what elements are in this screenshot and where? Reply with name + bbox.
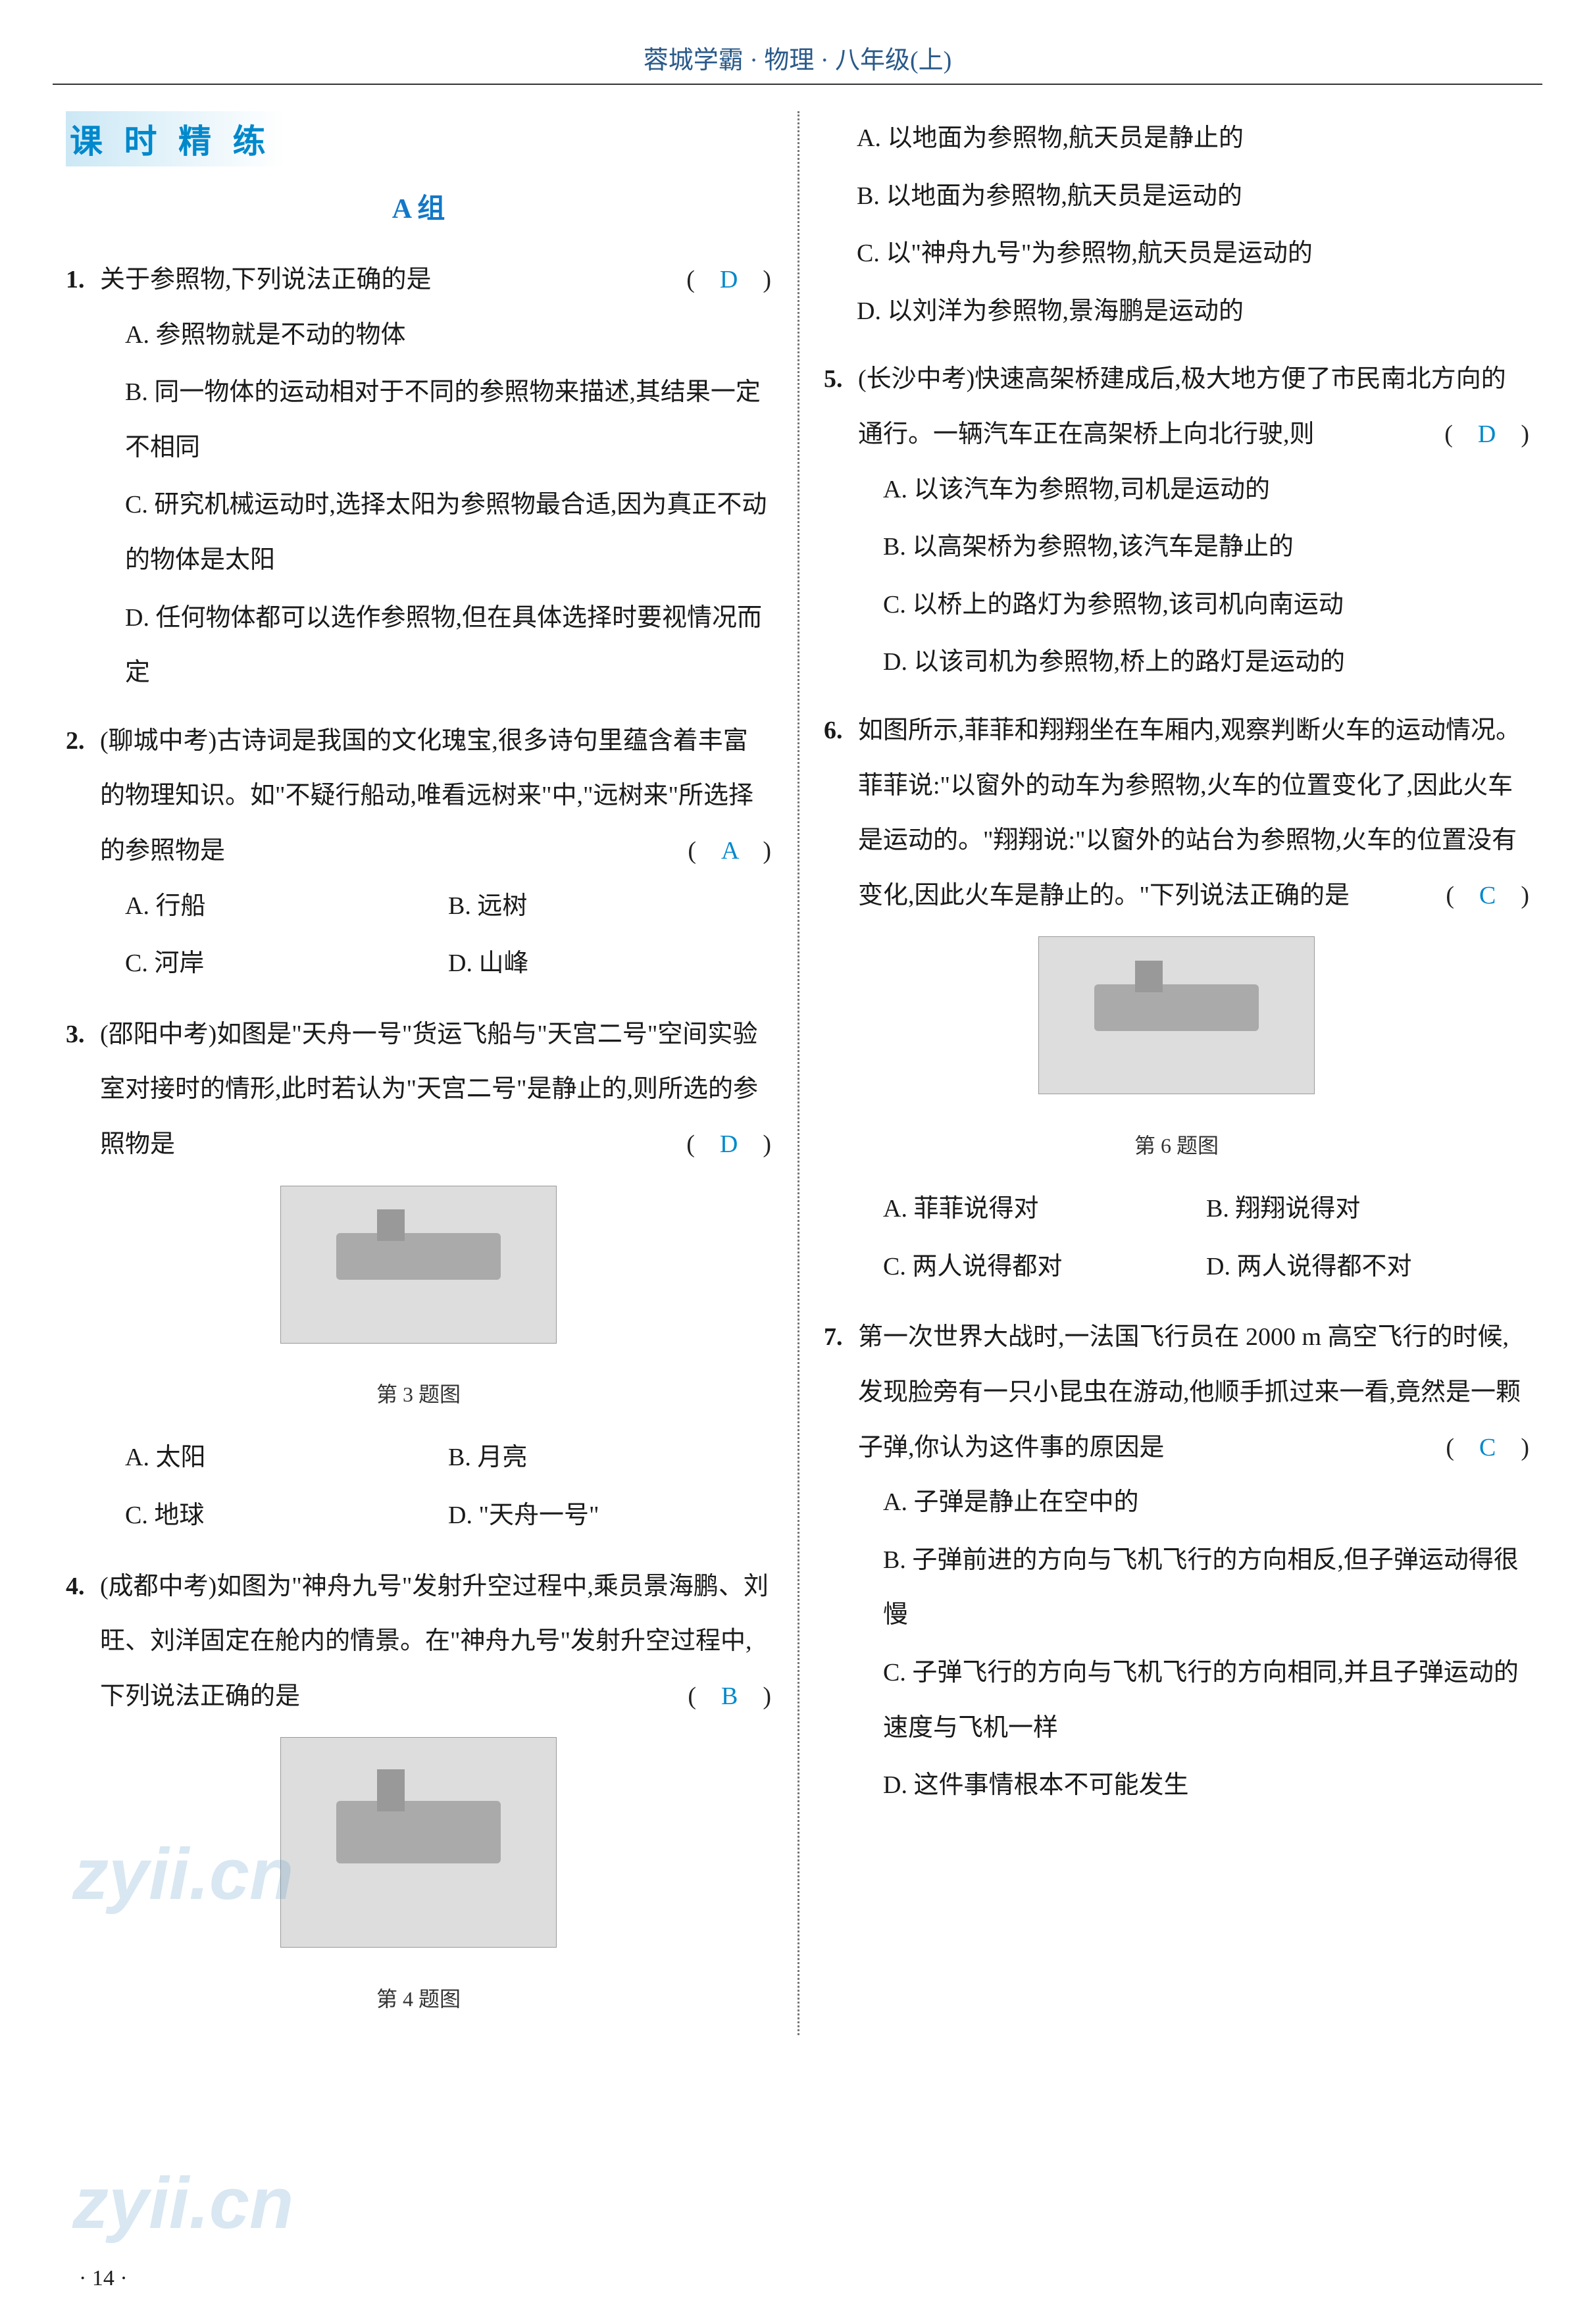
q7-answer: C — [1479, 1434, 1496, 1461]
q7-opt-b: B. 子弹前进的方向与飞机飞行的方向相反,但子弹运动得很慢 — [883, 1533, 1529, 1643]
q2-options: A. 行船 B. 远树 C. 河岸 D. 山峰 — [66, 879, 771, 994]
q6-stem: 6. 如图所示,菲菲和翔翔坐在车厢内,观察判断火车的运动情况。菲菲说:"以窗外的… — [824, 703, 1529, 923]
q2-answer: A — [721, 837, 738, 865]
q7-text: 第一次世界大战时,一法国飞行员在 2000 m 高空飞行的时候,发现脸旁有一只小… — [858, 1323, 1521, 1461]
q3-opt-b: B. 月亮 — [448, 1430, 771, 1486]
left-column: 课 时 精 练 A 组 1. 关于参照物,下列说法正确的是 ( D ) A. 参… — [53, 111, 798, 2035]
q5-opt-c: C. 以桥上的路灯为参照物,该司机向南运动 — [883, 578, 1529, 633]
q4-opt-d: D. 以刘洋为参照物,景海鹏是运动的 — [857, 284, 1529, 340]
watermark-2: zyii.cn — [72, 2161, 293, 2245]
q2-text: (聊城中考)古诗词是我国的文化瑰宝,很多诗句里蕴含着丰富的物理知识。如"不疑行船… — [100, 727, 753, 865]
q1-answer: D — [720, 266, 738, 293]
q2-opt-d: D. 山峰 — [448, 936, 771, 992]
q6-figure-image — [1038, 936, 1315, 1094]
q2-opt-b: B. 远树 — [448, 879, 771, 934]
q4-figure: 第 4 题图 — [66, 1737, 771, 2022]
q6-text: 如图所示,菲菲和翔翔坐在车厢内,观察判断火车的运动情况。菲菲说:"以窗外的动车为… — [858, 717, 1521, 909]
q3-opt-c: C. 地球 — [125, 1488, 448, 1544]
page-number-footer: · 14 · — [79, 2266, 128, 2291]
right-column: A. 以地面为参照物,航天员是静止的 B. 以地面为参照物,航天员是运动的 C.… — [798, 111, 1542, 2035]
q4-figure-image — [280, 1737, 557, 1948]
q1-stem: 1. 关于参照物,下列说法正确的是 ( D ) — [66, 253, 771, 308]
q6-figure: 第 6 题图 — [824, 936, 1529, 1169]
q2-opt-c: C. 河岸 — [125, 936, 448, 992]
q1-opt-d: D. 任何物体都可以选作参照物,但在具体选择时要视情况而定 — [125, 591, 771, 701]
q4-opt-b: B. 以地面为参照物,航天员是运动的 — [857, 169, 1529, 224]
group-a-label: A 组 — [66, 186, 771, 226]
question-3: 3. (邵阳中考)如图是"天舟一号"货运飞船与"天宫二号"空间实验室对接时的情形… — [66, 1007, 771, 1546]
q7-options: A. 子弹是静止在空中的 B. 子弹前进的方向与飞机飞行的方向相反,但子弹运动得… — [824, 1475, 1529, 1813]
q3-opt-d: D. "天舟一号" — [448, 1488, 771, 1544]
q6-opt-d: D. 两人说得都不对 — [1206, 1240, 1529, 1295]
page-header: 蓉城学霸 · 物理 · 八年级(上) — [53, 39, 1542, 85]
q4-figure-caption: 第 4 题图 — [66, 1976, 771, 2022]
q2-number: 2. — [66, 714, 85, 769]
q1-text: 关于参照物,下列说法正确的是 — [100, 266, 432, 293]
q3-opt-a: A. 太阳 — [125, 1430, 448, 1486]
q5-answer-slot: ( D ) — [1444, 407, 1529, 463]
q3-answer-slot: ( D ) — [686, 1117, 771, 1173]
q1-opt-a: A. 参照物就是不动的物体 — [125, 308, 771, 363]
q2-answer-slot: ( A ) — [688, 824, 771, 879]
q7-opt-c: C. 子弹飞行的方向与飞机飞行的方向相同,并且子弹运动的速度与飞机一样 — [883, 1646, 1529, 1756]
q2-opt-a: A. 行船 — [125, 879, 448, 934]
q3-figure-caption: 第 3 题图 — [66, 1371, 771, 1417]
q6-answer-slot: ( C ) — [1446, 869, 1529, 924]
q3-number: 3. — [66, 1007, 85, 1063]
q5-options: A. 以该汽车为参照物,司机是运动的 B. 以高架桥为参照物,该汽车是静止的 C… — [824, 463, 1529, 690]
q3-text: (邵阳中考)如图是"天舟一号"货运飞船与"天宫二号"空间实验室对接时的情形,此时… — [100, 1021, 758, 1158]
q2-stem: 2. (聊城中考)古诗词是我国的文化瑰宝,很多诗句里蕴含着丰富的物理知识。如"不… — [66, 714, 771, 879]
q6-number: 6. — [824, 703, 843, 759]
q7-number: 7. — [824, 1310, 843, 1365]
question-4-options: A. 以地面为参照物,航天员是静止的 B. 以地面为参照物,航天员是运动的 C.… — [824, 111, 1529, 339]
q5-text: (长沙中考)快速高架桥建成后,极大地方便了市民南北方向的通行。一辆汽车正在高架桥… — [858, 365, 1506, 448]
q3-answer: D — [720, 1130, 738, 1158]
main-columns: 课 时 精 练 A 组 1. 关于参照物,下列说法正确的是 ( D ) A. 参… — [53, 111, 1542, 2035]
q6-figure-caption: 第 6 题图 — [824, 1123, 1529, 1169]
section-badge: 课 时 精 练 — [66, 111, 286, 166]
q5-number: 5. — [824, 352, 843, 407]
question-6: 6. 如图所示,菲菲和翔翔坐在车厢内,观察判断火车的运动情况。菲菲说:"以窗外的… — [824, 703, 1529, 1298]
q3-options: A. 太阳 B. 月亮 C. 地球 D. "天舟一号" — [66, 1430, 771, 1546]
q7-opt-d: D. 这件事情根本不可能发生 — [883, 1758, 1529, 1813]
q6-answer: C — [1479, 882, 1496, 909]
q4-number: 4. — [66, 1559, 85, 1615]
q1-options: A. 参照物就是不动的物体 B. 同一物体的运动相对于不同的参照物来描述,其结果… — [66, 308, 771, 701]
q4-opt-c: C. 以"神舟九号"为参照物,航天员是运动的 — [857, 226, 1529, 282]
q4-answer: B — [721, 1682, 738, 1710]
q4-opt-a: A. 以地面为参照物,航天员是静止的 — [857, 111, 1529, 166]
q4-answer-slot: ( B ) — [688, 1669, 771, 1725]
question-7: 7. 第一次世界大战时,一法国飞行员在 2000 m 高空飞行的时候,发现脸旁有… — [824, 1310, 1529, 1813]
q3-figure-image — [280, 1186, 557, 1344]
q6-options: A. 菲菲说得对 B. 翔翔说得对 C. 两人说得都对 D. 两人说得都不对 — [824, 1182, 1529, 1297]
q3-stem: 3. (邵阳中考)如图是"天舟一号"货运飞船与"天宫二号"空间实验室对接时的情形… — [66, 1007, 771, 1173]
q5-stem: 5. (长沙中考)快速高架桥建成后,极大地方便了市民南北方向的通行。一辆汽车正在… — [824, 352, 1529, 462]
column-divider — [798, 111, 799, 2035]
q4-options: A. 以地面为参照物,航天员是静止的 B. 以地面为参照物,航天员是运动的 C.… — [824, 111, 1529, 339]
q6-opt-a: A. 菲菲说得对 — [883, 1182, 1206, 1237]
q5-opt-b: B. 以高架桥为参照物,该汽车是静止的 — [883, 520, 1529, 575]
q6-opt-b: B. 翔翔说得对 — [1206, 1182, 1529, 1237]
q1-number: 1. — [66, 253, 85, 308]
q7-stem: 7. 第一次世界大战时,一法国飞行员在 2000 m 高空飞行的时候,发现脸旁有… — [824, 1310, 1529, 1475]
q6-opt-c: C. 两人说得都对 — [883, 1240, 1206, 1295]
question-2: 2. (聊城中考)古诗词是我国的文化瑰宝,很多诗句里蕴含着丰富的物理知识。如"不… — [66, 714, 771, 994]
q7-answer-slot: ( C ) — [1446, 1421, 1529, 1476]
q5-opt-a: A. 以该汽车为参照物,司机是运动的 — [883, 463, 1529, 518]
q4-stem: 4. (成都中考)如图为"神舟九号"发射升空过程中,乘员景海鹏、刘旺、刘洋固定在… — [66, 1559, 771, 1725]
question-5: 5. (长沙中考)快速高架桥建成后,极大地方便了市民南北方向的通行。一辆汽车正在… — [824, 352, 1529, 690]
question-4: 4. (成都中考)如图为"神舟九号"发射升空过程中,乘员景海鹏、刘旺、刘洋固定在… — [66, 1559, 771, 2023]
q1-opt-c: C. 研究机械运动时,选择太阳为参照物最合适,因为真正不动的物体是太阳 — [125, 478, 771, 588]
q5-opt-d: D. 以该司机为参照物,桥上的路灯是运动的 — [883, 635, 1529, 690]
q4-text: (成都中考)如图为"神舟九号"发射升空过程中,乘员景海鹏、刘旺、刘洋固定在舱内的… — [100, 1573, 769, 1710]
q5-answer: D — [1478, 420, 1496, 448]
q3-figure: 第 3 题图 — [66, 1186, 771, 1418]
q1-answer-slot: ( D ) — [686, 253, 771, 308]
q7-opt-a: A. 子弹是静止在空中的 — [883, 1475, 1529, 1530]
question-1: 1. 关于参照物,下列说法正确的是 ( D ) A. 参照物就是不动的物体 B.… — [66, 253, 771, 701]
q1-opt-b: B. 同一物体的运动相对于不同的参照物来描述,其结果一定不相同 — [125, 365, 771, 475]
